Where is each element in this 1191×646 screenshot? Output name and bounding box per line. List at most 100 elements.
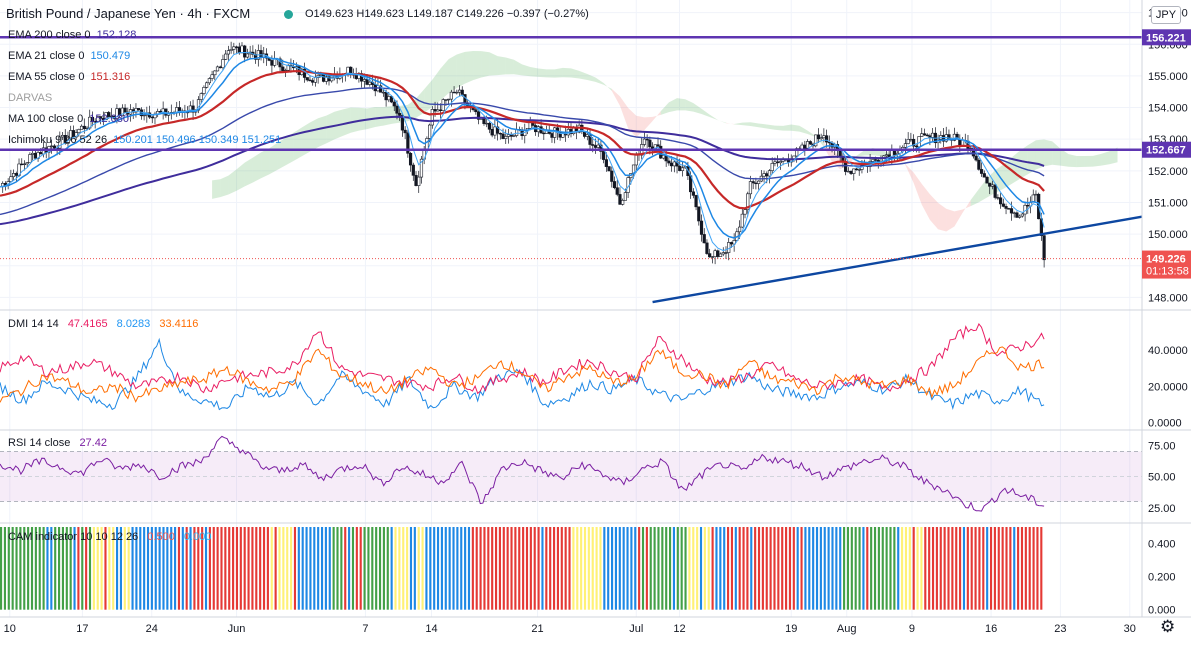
candle-down	[305, 77, 309, 81]
cam-bar	[69, 527, 72, 610]
cam-bar	[866, 527, 869, 610]
x-tick-label: 9	[909, 623, 915, 635]
cam-bar	[398, 527, 401, 610]
price-indicator-row[interactable]: EMA 55 close 0 151.316	[8, 71, 130, 83]
candle-down	[498, 133, 502, 135]
cam-bar	[947, 527, 950, 610]
candle-down	[602, 151, 606, 160]
cam-bar	[351, 527, 355, 610]
cam-bar	[541, 527, 544, 610]
price-indicator-row[interactable]: EMA 200 close 0 152.128	[8, 29, 136, 41]
price-indicator-row[interactable]: MA 100 close 0 152.080	[8, 113, 129, 125]
candle-down	[191, 105, 195, 113]
candle-up	[805, 141, 810, 149]
cam-bar	[533, 527, 536, 610]
settings-gear-icon[interactable]: ⚙	[1160, 617, 1176, 636]
cloud-segment	[350, 107, 359, 133]
cam-bar	[266, 527, 269, 610]
symbol-title[interactable]: British Pound / Japanese Yen · 4h · FXCM	[6, 6, 251, 21]
candle-down	[398, 112, 402, 116]
candle-down	[776, 161, 780, 164]
cam-bar	[549, 527, 552, 610]
cam-bar	[665, 527, 668, 610]
x-tick-label: 7	[362, 623, 368, 635]
candle-down	[607, 166, 611, 172]
cam-bar	[580, 527, 583, 610]
candle-up	[553, 127, 557, 138]
candle-down	[123, 107, 127, 113]
candle-down	[849, 170, 853, 174]
cam-bar	[916, 527, 919, 610]
cam-bar	[382, 527, 385, 610]
cam-bar	[297, 527, 300, 610]
cam-bar	[877, 527, 880, 610]
candle-down	[993, 184, 997, 198]
ma100-line	[0, 87, 1045, 216]
cam-bar	[131, 527, 134, 610]
candle-down	[33, 152, 37, 159]
rsi-label[interactable]: RSI 14 close	[8, 437, 71, 449]
candle-up	[857, 169, 861, 171]
candle-down	[158, 111, 163, 113]
x-tick-label: 14	[425, 623, 437, 635]
cloud-segment	[1060, 148, 1069, 167]
cloud-segment	[921, 183, 930, 220]
candle-up	[79, 125, 84, 130]
price-y-tick: 155.000	[1148, 71, 1188, 83]
candle-down	[716, 250, 720, 257]
x-tick-label: 10	[4, 623, 16, 635]
cloud-segment	[1011, 150, 1020, 185]
indicator-label: Ichimoku 9 26 52 26	[8, 134, 108, 146]
cam-bar	[50, 527, 53, 610]
cloud-segment	[579, 70, 588, 80]
candle-up	[585, 134, 589, 137]
candle-up	[485, 122, 489, 125]
cloud-segment	[954, 209, 963, 227]
candle-up	[504, 136, 508, 139]
price-indicator-row[interactable]: EMA 21 close 0 150.479	[8, 50, 130, 62]
cloud-segment	[603, 83, 612, 91]
candle-down	[988, 182, 992, 187]
cam-bar	[657, 527, 660, 610]
candle-down	[406, 132, 410, 154]
cam-bar	[1036, 527, 1039, 610]
cam-bar	[185, 527, 188, 610]
cam-bar	[688, 527, 691, 610]
cam-bar	[750, 527, 753, 610]
candle-down	[925, 134, 929, 137]
level-label-text: 152.667	[1146, 145, 1186, 157]
candle-up	[273, 58, 277, 66]
candle-down	[234, 46, 239, 48]
cam-bar	[332, 527, 335, 610]
cloud-segment	[1109, 147, 1118, 165]
candle-up	[319, 74, 323, 76]
candle-down	[1015, 212, 1019, 218]
cam-bar	[355, 527, 358, 610]
cam-bar	[406, 527, 409, 610]
cloud-segment	[962, 200, 971, 213]
dmi-label[interactable]: DMI 14 14	[8, 318, 59, 330]
cloud-segment	[783, 124, 792, 131]
candle-down	[670, 162, 674, 167]
currency-selector[interactable]: JPY	[1151, 6, 1181, 24]
cam-bar	[19, 527, 22, 610]
price-y-tick: 148.000	[1148, 292, 1188, 304]
candle-down	[177, 107, 182, 112]
candle-down	[270, 60, 274, 66]
cam-bar	[54, 527, 57, 610]
candle-down	[824, 135, 829, 143]
candle-up	[31, 152, 35, 155]
cloud-segment	[611, 88, 620, 106]
candle-up	[748, 181, 753, 195]
candle-down	[487, 122, 492, 130]
x-tick-label: Jul	[629, 623, 643, 635]
cam-bar	[645, 527, 648, 610]
candle-up	[778, 161, 782, 164]
cloud-segment	[709, 114, 718, 121]
price-indicator-row[interactable]: DARVAS	[8, 92, 52, 104]
cam-label[interactable]: CAM indicator 10 10 12 26	[8, 531, 139, 543]
indicator-label: EMA 21 close 0	[8, 50, 85, 62]
cam-bar	[796, 527, 799, 610]
price-indicator-row[interactable]: Ichimoku 9 26 52 26 150.201 150.496 150.3…	[8, 134, 281, 146]
